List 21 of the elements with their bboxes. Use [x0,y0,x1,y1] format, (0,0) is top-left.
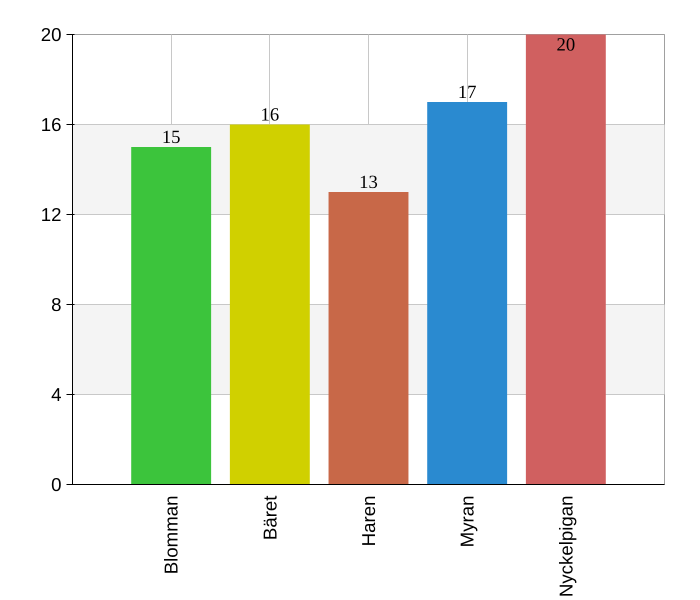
data-label: 17 [458,82,476,103]
y-tick-label: 0 [51,474,62,495]
data-label: 16 [260,104,280,126]
y-tick-label: 12 [40,204,62,225]
bar [526,34,606,484]
y-tick-label: 16 [40,114,62,135]
x-tick-label: Myran [456,495,478,548]
y-tick-label: 8 [51,294,62,315]
bar [427,102,508,484]
x-tick-label: Blomman [160,495,182,574]
bar [131,147,212,484]
x-tick-label: Bäret [259,494,280,540]
data-label: 20 [556,34,576,56]
x-tick-label: Nyckelpigan [555,495,576,598]
bar [328,192,408,484]
data-label: 15 [162,127,180,148]
bar [230,124,310,484]
data-label: 13 [359,172,378,193]
y-tick-label: 20 [40,24,62,45]
x-tick-label: Haren [358,495,379,546]
y-tick-label: 4 [51,384,62,405]
